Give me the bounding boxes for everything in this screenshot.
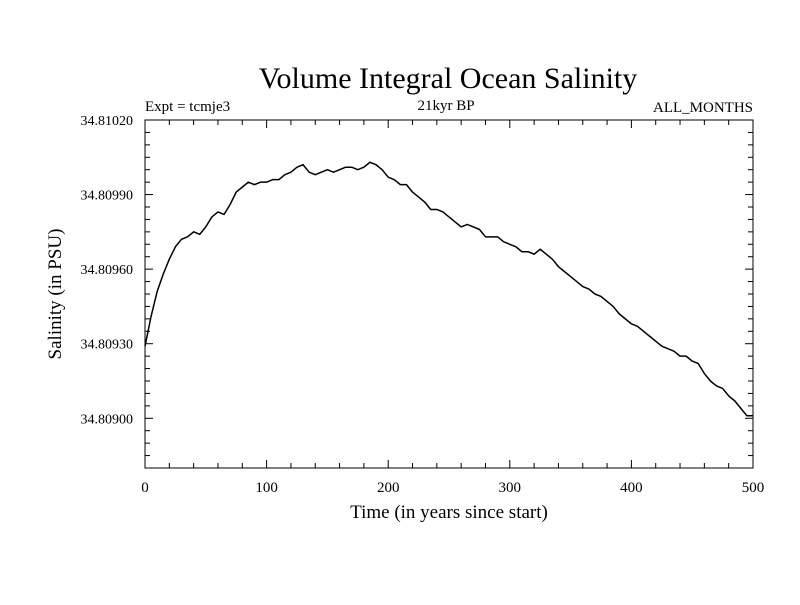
x-tick-label: 0 (141, 480, 149, 496)
series-layer (144, 161, 753, 417)
plot-frame (144, 119, 754, 469)
y-tick-label: 34.80960 (81, 263, 134, 278)
months-label: ALL_MONTHS (653, 100, 753, 116)
x-tick-label: 500 (742, 480, 765, 496)
chart-title: Volume Integral Ocean Salinity (259, 62, 638, 95)
y-tick-label: 34.80900 (81, 412, 134, 427)
y-tick-label: 34.80990 (81, 189, 134, 204)
period-label: 21kyr BP (417, 98, 474, 114)
experiment-label: Expt = tcmje3 (145, 99, 230, 115)
x-tick-label: 100 (255, 480, 278, 496)
x-tick-label: 300 (499, 480, 522, 496)
y-axis-label: Salinity (in PSU) (45, 229, 66, 360)
y-axis: 34.80900 34.80930 34.80960 34.80990 34.81020 (81, 114, 753, 469)
y-tick-label: 34.80930 (81, 338, 134, 353)
x-tick-label: 200 (377, 480, 400, 496)
x-tick-label: 400 (620, 480, 643, 496)
y-tick-label: 34.81020 (81, 114, 134, 129)
x-axis: 0 100 200 300 400 500 (141, 120, 764, 496)
salinity-series-line-0 (144, 161, 753, 417)
x-axis-label: Time (in years since start) (350, 502, 548, 523)
